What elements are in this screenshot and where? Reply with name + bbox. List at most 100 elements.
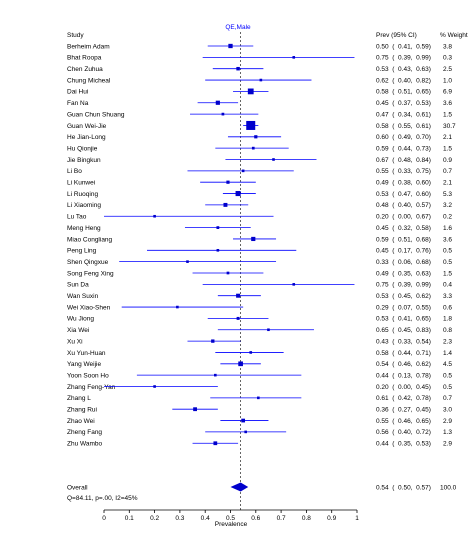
study-label: Chung Micheal [67,77,111,84]
study-row: Wu Jiong 0.53 ( 0.41, 0.65) 1.8 [67,316,452,323]
study-row: Fan Na 0.45 ( 0.37, 0.53) 3.6 [67,100,452,107]
study-row: Bhat Roopa 0.75 ( 0.39, 0.99) 0.3 [67,55,452,62]
weight-value: 1.0 [443,77,452,84]
point-estimate [236,66,240,71]
weight-value: 2.9 [443,418,452,425]
ci-value: 0.65 ( 0.45, 0.83) [376,327,431,334]
x-tick-label: 0.2 [150,515,159,522]
study-row: Xu Yun-Huan 0.58 ( 0.44, 0.71) 1.4 [67,350,452,357]
weight-value: 1.5 [443,111,452,118]
weight-value: 2.9 [443,441,452,448]
study-row: Xia Wei 0.65 ( 0.45, 0.83) 0.8 [67,327,452,334]
study-label: Song Feng Xing [67,270,114,277]
ci-value: 0.47 ( 0.34, 0.61) [376,111,431,118]
ci-value: 0.75 ( 0.39, 0.99) [376,282,431,289]
ci-value: 0.45 ( 0.17, 0.76) [376,248,431,255]
study-row: Song Feng Xing 0.49 ( 0.35, 0.63) 1.5 [67,270,452,277]
study-column-header: Study [67,32,84,39]
weight-value: 3.6 [443,236,452,243]
weight-column-header: % Weight [440,32,468,39]
ci-value: 0.53 ( 0.47, 0.60) [376,191,431,198]
ci-value: 0.56 ( 0.40, 0.72) [376,429,431,436]
ci-value: 0.58 ( 0.44, 0.71) [376,350,431,357]
weight-value: 3.6 [443,100,452,107]
study-label: Zhang Rui [67,407,97,414]
point-estimate [241,169,245,173]
ci-value: 0.43 ( 0.33, 0.54) [376,338,431,345]
ci-value: 0.55 ( 0.46, 0.65) [376,418,431,425]
point-estimate [226,271,230,275]
x-tick-label: 0.3 [175,515,184,522]
point-estimate [272,158,275,161]
study-row: Li Kunwei 0.49 ( 0.38, 0.60) 2.1 [67,180,452,187]
study-label: Wu Jiong [67,316,94,323]
weight-value: 3.3 [443,293,452,300]
study-row: Xu Xi 0.43 ( 0.33, 0.54) 2.3 [67,338,452,345]
x-tick-label: 0.8 [302,515,311,522]
study-row: Yoon Soon Ho 0.44 ( 0.13, 0.78) 0.5 [67,372,452,379]
study-label: Jie Bingkun [67,157,101,164]
study-label: Wan Suxin [67,293,99,300]
ci-value: 0.58 ( 0.51, 0.65) [376,89,431,96]
weight-value: 2.5 [443,66,452,73]
study-row: Li Xiaoming 0.48 ( 0.40, 0.57) 3.2 [67,202,452,209]
study-row: Zhang L 0.61 ( 0.42, 0.78) 0.7 [67,395,452,402]
point-estimate [259,78,263,82]
weight-value: 1.8 [443,316,452,323]
weight-value: 0.2 [443,214,452,221]
study-row: Zhao Wei 0.55 ( 0.46, 0.65) 2.9 [67,418,452,425]
weight-value: 3.8 [443,43,452,50]
ci-value: 0.49 ( 0.38, 0.60) [376,180,431,187]
ci-value: 0.29 ( 0.07, 0.55) [376,304,431,311]
study-label: Li Bo [67,168,82,175]
study-label: Fan Na [67,100,89,107]
point-estimate [247,88,254,95]
study-label: Guan Chun Shuang [67,111,125,118]
weight-value: 1.4 [443,350,452,357]
study-label: Wei Xiao-Shen [67,304,111,311]
ci-value: 0.53 ( 0.41, 0.65) [376,316,431,323]
point-estimate [213,441,218,446]
point-estimate [215,100,220,105]
study-label: Guan Wei-Jie [67,123,107,130]
ci-value: 0.53 ( 0.43, 0.63) [376,66,431,73]
study-row: Dai Hui 0.58 ( 0.51, 0.65) 6.9 [67,88,452,96]
x-tick-label: 0 [102,515,106,522]
weight-value: 6.9 [443,89,452,96]
x-tick-label: 0.7 [277,515,286,522]
x-tick-label: 0.6 [251,515,260,522]
point-estimate [216,249,220,252]
x-tick-label: 0.4 [201,515,210,522]
study-row: He Jian-Long 0.60 ( 0.49, 0.70) 2.1 [67,134,452,141]
study-label: Yang Weijie [67,361,101,368]
study-label: He Jian-Long [67,134,106,141]
weight-value: 1.3 [443,429,452,436]
study-row: Hu Qionjie 0.59 ( 0.44, 0.73) 1.5 [67,145,452,152]
study-label: Li Xiaoming [67,202,101,209]
weight-value: 0.9 [443,157,452,164]
x-tick-label: 0.1 [125,515,134,522]
weight-value: 1.6 [443,225,452,232]
ci-value: 0.20 ( 0.00, 0.67) [376,214,431,221]
weight-value: 0.5 [443,259,452,266]
study-label: Zhu Wambo [67,441,103,448]
point-estimate [257,396,260,400]
point-estimate [193,407,197,412]
ci-value: 0.62 ( 0.40, 0.82) [376,77,431,84]
ci-column-header: Prev (95% CI) [376,32,417,39]
ci-value: 0.59 ( 0.44, 0.73) [376,145,431,152]
study-rows: Berheim Adam 0.50 ( 0.41, 0.59) 3.8 Bhat Ro… [67,43,456,447]
study-label: Zhao Wei [67,418,95,425]
weight-value: 0.4 [443,282,452,289]
ci-value: 0.33 ( 0.06, 0.68) [376,259,431,266]
weight-value: 2.1 [443,134,452,141]
study-label: Sun Da [67,282,89,289]
point-estimate [221,112,225,116]
point-estimate [153,214,156,218]
study-row: Berheim Adam 0.50 ( 0.41, 0.59) 3.8 [67,43,452,50]
study-label: Zhang Feng-Yan [67,384,116,391]
point-estimate [251,236,256,242]
study-row: Sun Da 0.75 ( 0.39, 0.99) 0.4 [67,282,452,289]
weight-value: 0.5 [443,372,452,379]
